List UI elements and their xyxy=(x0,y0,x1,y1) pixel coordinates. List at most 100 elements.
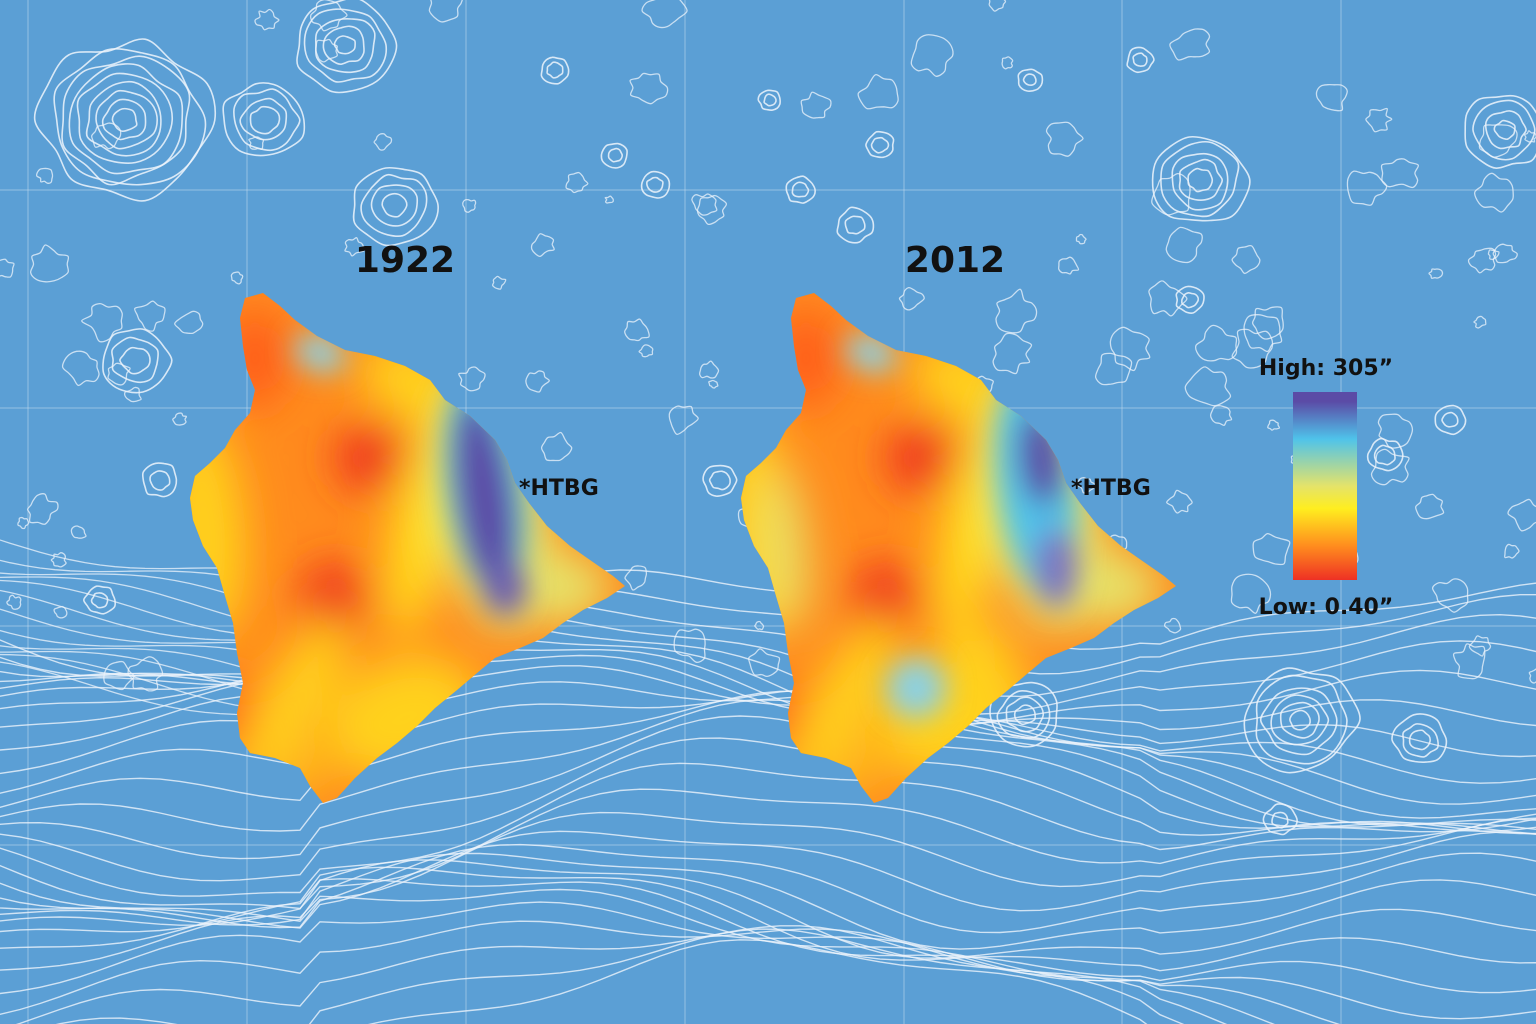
contour-blob xyxy=(1169,28,1211,61)
contour-blob xyxy=(992,332,1033,375)
contour-blob xyxy=(1428,268,1444,279)
contour-blob xyxy=(1487,249,1500,261)
contour-blob xyxy=(1452,643,1486,680)
contour-ring xyxy=(865,130,895,159)
contour-blob xyxy=(1045,121,1084,157)
contour-blob xyxy=(1504,543,1520,559)
contour-band xyxy=(0,859,1536,959)
contour-blob xyxy=(1075,476,1096,494)
contour-blob xyxy=(1478,124,1518,158)
contour-blob xyxy=(1468,635,1492,657)
contour-blob xyxy=(1195,324,1238,362)
legend-low-label: Low: 0.40” xyxy=(1259,595,1394,620)
contour-ring xyxy=(101,98,147,141)
rainfall-zone xyxy=(335,423,415,493)
contour-blob xyxy=(1184,366,1232,407)
contour-blob xyxy=(641,0,688,29)
contour-band xyxy=(0,920,1276,1024)
map-year-2012: 2012 xyxy=(905,240,1005,281)
rainfall-zone xyxy=(386,419,454,637)
contour-blob xyxy=(565,171,589,194)
contour-ring xyxy=(1493,119,1516,141)
contour-ring xyxy=(1178,158,1223,201)
contour-blob xyxy=(70,525,87,539)
contour-ring xyxy=(1402,723,1439,758)
contour-ring xyxy=(607,147,624,163)
contour-blob xyxy=(310,0,348,32)
contour-ring xyxy=(757,89,781,111)
contour-ring xyxy=(33,38,217,202)
contour-ring xyxy=(646,176,664,193)
contour-ring xyxy=(763,93,777,107)
contour-ring xyxy=(296,0,398,94)
contour-blob xyxy=(1166,489,1193,514)
contour-blob xyxy=(754,620,765,631)
htbg-label-1922: *HTBG xyxy=(519,476,599,501)
contour-blob xyxy=(1164,617,1182,634)
contour-blob xyxy=(1209,404,1233,426)
contour-ring xyxy=(540,56,570,85)
contour-blob xyxy=(61,350,100,387)
contour-ring xyxy=(1464,94,1536,169)
contour-ring xyxy=(1270,694,1330,746)
contour-blob xyxy=(1473,172,1514,213)
contour-ring xyxy=(640,170,671,199)
contour-ring xyxy=(85,80,162,157)
contour-ring xyxy=(76,72,174,164)
contour-band xyxy=(367,939,1148,1024)
contour-ring xyxy=(1126,46,1155,74)
contour-blob xyxy=(134,300,166,332)
contour-ring xyxy=(232,88,301,152)
contour-blob xyxy=(1251,306,1284,340)
contour-blob xyxy=(1492,243,1518,264)
contour-ring xyxy=(702,464,738,497)
contour-blob xyxy=(698,360,720,379)
contour-blob xyxy=(525,370,550,393)
contour-blob xyxy=(638,344,654,358)
rainfall-zone xyxy=(1071,553,1161,623)
rainfall-zone xyxy=(794,618,898,778)
contour-ring xyxy=(1366,437,1404,472)
contour-blob xyxy=(1523,130,1536,143)
contour-ring xyxy=(844,215,866,235)
contour-blob xyxy=(1370,448,1410,486)
contour-ring xyxy=(546,61,564,79)
contour-blob xyxy=(1252,532,1291,566)
contour-blob xyxy=(1377,413,1414,449)
rainfall-zone xyxy=(483,560,527,616)
contour-ring xyxy=(1391,713,1448,764)
contour-ring xyxy=(90,592,109,609)
contour-band xyxy=(0,715,1536,860)
contour-blob xyxy=(1380,158,1420,189)
htbg-label-2012: *HTBG xyxy=(1071,476,1151,501)
contour-blob xyxy=(1109,326,1151,372)
contour-blob xyxy=(800,91,832,119)
contour-band xyxy=(0,688,1536,826)
contour-blob xyxy=(1415,493,1445,520)
contour-blob xyxy=(81,302,123,343)
contour-ring xyxy=(352,166,439,247)
contour-ring xyxy=(600,142,628,169)
contour-blob xyxy=(35,167,54,184)
contour-band xyxy=(0,788,1536,910)
contour-blob xyxy=(624,318,650,342)
contour-ring xyxy=(61,55,191,186)
contour-blob xyxy=(248,136,265,150)
contour-blob xyxy=(107,362,131,386)
contour-band xyxy=(0,690,1536,830)
contour-blob xyxy=(1151,172,1191,216)
legend-high-label: High: 305” xyxy=(1259,356,1393,381)
rainfall-legend: High: 305” Low: 0.40” xyxy=(1259,356,1394,620)
rainfall-zone xyxy=(1034,528,1078,608)
contour-blob xyxy=(748,648,781,678)
contour-blob xyxy=(174,310,204,335)
contour-ring xyxy=(1279,701,1320,739)
contour-blob xyxy=(1473,315,1487,329)
contour-ring xyxy=(1484,110,1527,150)
contour-ring xyxy=(1472,99,1536,161)
contour-blob xyxy=(995,288,1038,334)
contour-blob xyxy=(1431,578,1469,613)
contour-band xyxy=(15,925,1228,1024)
